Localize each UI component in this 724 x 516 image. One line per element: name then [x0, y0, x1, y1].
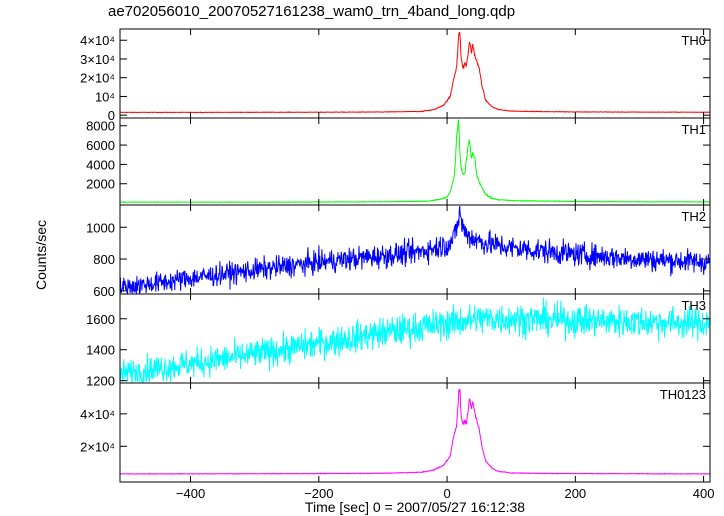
- th3-series-line: [119, 297, 711, 383]
- th0-series-line: [120, 31, 711, 114]
- xtick-label: −200: [304, 486, 333, 501]
- th2-ytick-label: 800: [93, 252, 115, 267]
- th1-ytick-label: 2000: [86, 177, 115, 192]
- th2-ytick-label: 1000: [86, 220, 115, 235]
- th0-ytick-label: 10⁴: [95, 89, 115, 104]
- th0123-panel-frame: [119, 382, 711, 483]
- xtick-label: 400: [693, 486, 715, 501]
- th1-panel-label: TH1: [681, 122, 706, 137]
- th2-ytick-label: 600: [93, 284, 115, 299]
- xtick-label: −400: [176, 486, 205, 501]
- chart-title: ae702056010_20070527161238_wam0_trn_4ban…: [108, 3, 516, 20]
- th0123-ytick-label: 2×10⁴: [80, 439, 115, 454]
- th0-ytick-label: 4×10⁴: [80, 33, 115, 48]
- th0123-ytick-label: 4×10⁴: [80, 407, 115, 422]
- th2-panel-frame: [119, 204, 711, 295]
- th0-ytick-label: 2×10⁴: [80, 71, 115, 86]
- th3-ytick-label: 1400: [86, 343, 115, 358]
- th0-ytick-label: 3×10⁴: [80, 52, 115, 67]
- th3-ytick-label: 1200: [86, 374, 115, 389]
- th2-panel-label: TH2: [681, 209, 706, 224]
- th1-ytick-label: 8000: [86, 119, 115, 134]
- th1-ytick-label: 4000: [86, 157, 115, 172]
- th0-panel-label: TH0: [681, 33, 706, 48]
- th0123-series-line: [119, 388, 710, 476]
- th1-series-line: [119, 119, 711, 204]
- th1-ytick-label: 6000: [86, 138, 115, 153]
- xtick-label: 200: [564, 486, 586, 501]
- th1-panel-frame: [119, 117, 711, 206]
- y-axis-title: Counts/sec: [33, 220, 49, 290]
- th0-panel-frame: [119, 28, 711, 119]
- th0-ytick-label: 0: [108, 108, 115, 123]
- xtick-label: 0: [443, 486, 450, 501]
- th2-series-line: [119, 205, 711, 295]
- th3-ytick-label: 1600: [86, 312, 115, 327]
- x-axis-title: Time [sec] 0 = 2007/05/27 16:12:38: [305, 499, 525, 515]
- th3-panel-label: TH3: [681, 298, 706, 313]
- th0123-panel-label: TH0123: [660, 387, 706, 402]
